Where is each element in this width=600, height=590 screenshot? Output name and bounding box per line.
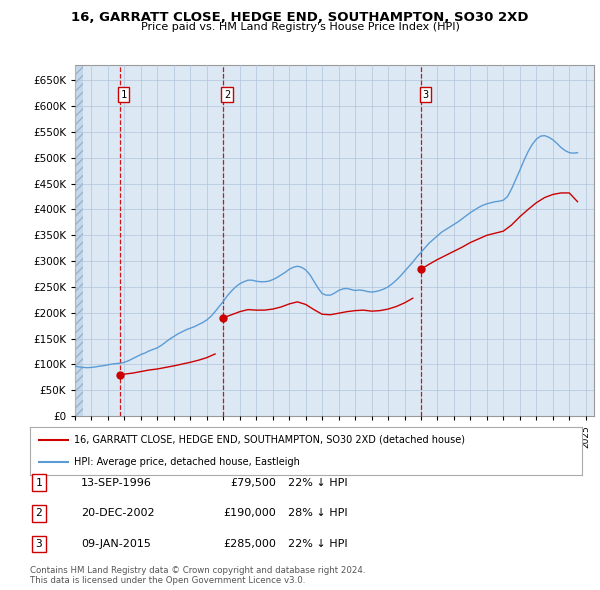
- Text: 22% ↓ HPI: 22% ↓ HPI: [288, 539, 347, 549]
- Text: HPI: Average price, detached house, Eastleigh: HPI: Average price, detached house, East…: [74, 457, 300, 467]
- Text: 1: 1: [35, 478, 43, 487]
- Text: 22% ↓ HPI: 22% ↓ HPI: [288, 478, 347, 487]
- Text: 3: 3: [35, 539, 43, 549]
- Text: £79,500: £79,500: [230, 478, 276, 487]
- Text: 09-JAN-2015: 09-JAN-2015: [81, 539, 151, 549]
- Text: 28% ↓ HPI: 28% ↓ HPI: [288, 509, 347, 518]
- Text: 13-SEP-1996: 13-SEP-1996: [81, 478, 152, 487]
- Text: 16, GARRATT CLOSE, HEDGE END, SOUTHAMPTON, SO30 2XD (detached house): 16, GARRATT CLOSE, HEDGE END, SOUTHAMPTO…: [74, 435, 465, 445]
- Text: Contains HM Land Registry data © Crown copyright and database right 2024.
This d: Contains HM Land Registry data © Crown c…: [30, 566, 365, 585]
- Text: £190,000: £190,000: [223, 509, 276, 518]
- Text: 2: 2: [224, 90, 230, 100]
- Text: 2: 2: [35, 509, 43, 518]
- Text: 20-DEC-2002: 20-DEC-2002: [81, 509, 155, 518]
- Text: 16, GARRATT CLOSE, HEDGE END, SOUTHAMPTON, SO30 2XD: 16, GARRATT CLOSE, HEDGE END, SOUTHAMPTO…: [71, 11, 529, 24]
- Text: Price paid vs. HM Land Registry's House Price Index (HPI): Price paid vs. HM Land Registry's House …: [140, 22, 460, 32]
- Text: 3: 3: [422, 90, 429, 100]
- Bar: [75, 65, 83, 416]
- Text: 1: 1: [121, 90, 127, 100]
- Text: £285,000: £285,000: [223, 539, 276, 549]
